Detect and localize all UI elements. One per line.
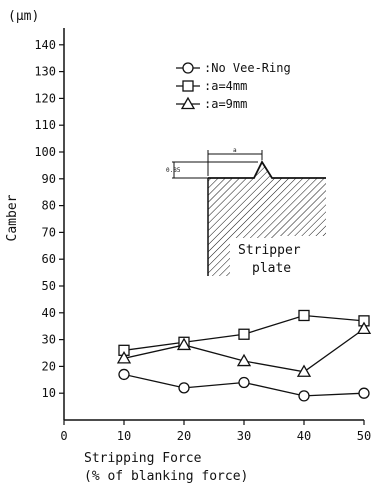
legend: :No Vee-Ring :a=4mm :a=9mm	[176, 61, 291, 111]
legend-label: :No Vee-Ring	[204, 61, 291, 75]
y-tick-label: 30	[42, 333, 56, 347]
x-tick-label: 0	[60, 429, 67, 443]
y-tick-label: 60	[42, 252, 56, 266]
series-square	[118, 309, 370, 356]
data-point	[296, 364, 312, 377]
x-axis-label-line2: (% of blanking force)	[84, 469, 248, 484]
data-point	[118, 368, 130, 381]
data-point	[238, 328, 250, 340]
x-tick-label: 20	[177, 429, 191, 443]
y-tick-label: 100	[34, 145, 56, 159]
data-point	[176, 337, 192, 351]
dim-a-label: a	[233, 147, 237, 154]
data-point	[116, 351, 132, 364]
x-tick-label: 10	[117, 429, 131, 443]
dim-h-label: 0.85	[166, 167, 181, 174]
y-axis-label: Camber	[5, 194, 20, 241]
plate-label: plate	[252, 261, 291, 276]
unit-label: (µm)	[8, 9, 39, 24]
data-point	[178, 382, 190, 394]
y-tick-label: 120	[34, 91, 56, 105]
x-axis-label-line1: Stripping Force	[84, 451, 202, 466]
y-tick-label: 130	[34, 65, 56, 79]
y-tick-label: 50	[42, 279, 56, 293]
y-tick-label: 40	[42, 306, 56, 320]
legend-marker	[182, 62, 194, 74]
y-tick-label: 90	[42, 172, 56, 186]
y-ticks: 10 20 30 40 50 60 70 80 90 100 110 120 130 140	[34, 38, 64, 400]
data-point	[238, 376, 250, 389]
legend-label: :a=9mm	[204, 97, 247, 111]
data-point	[236, 353, 252, 367]
legend-label: :a=4mm	[204, 79, 247, 93]
x-tick-label: 40	[297, 429, 311, 443]
y-tick-label: 10	[42, 386, 56, 400]
y-tick-label: 20	[42, 359, 56, 373]
data-point	[298, 309, 310, 322]
data-point	[358, 387, 370, 399]
stripper-label: Stripper	[238, 243, 301, 258]
stripper-plate-label-box	[230, 238, 326, 278]
series-layer	[116, 309, 372, 402]
data-point	[298, 390, 310, 402]
legend-marker	[182, 80, 194, 92]
y-tick-label: 140	[34, 38, 56, 52]
stripper-plate-outline	[208, 160, 326, 179]
legend-marker	[180, 96, 196, 110]
y-tick-label: 110	[34, 118, 56, 132]
inset-diagram: a 0.85 Stripper plate	[166, 147, 326, 278]
y-tick-label: 70	[42, 225, 56, 239]
y-tick-label: 80	[42, 199, 56, 213]
x-tick-label: 30	[237, 429, 251, 443]
x-tick-label: 50	[357, 429, 371, 443]
x-ticks: 0 10 20 30 40 50	[60, 420, 371, 443]
series-circle	[118, 368, 370, 402]
data-point	[356, 321, 372, 335]
series-triangle	[116, 321, 372, 377]
